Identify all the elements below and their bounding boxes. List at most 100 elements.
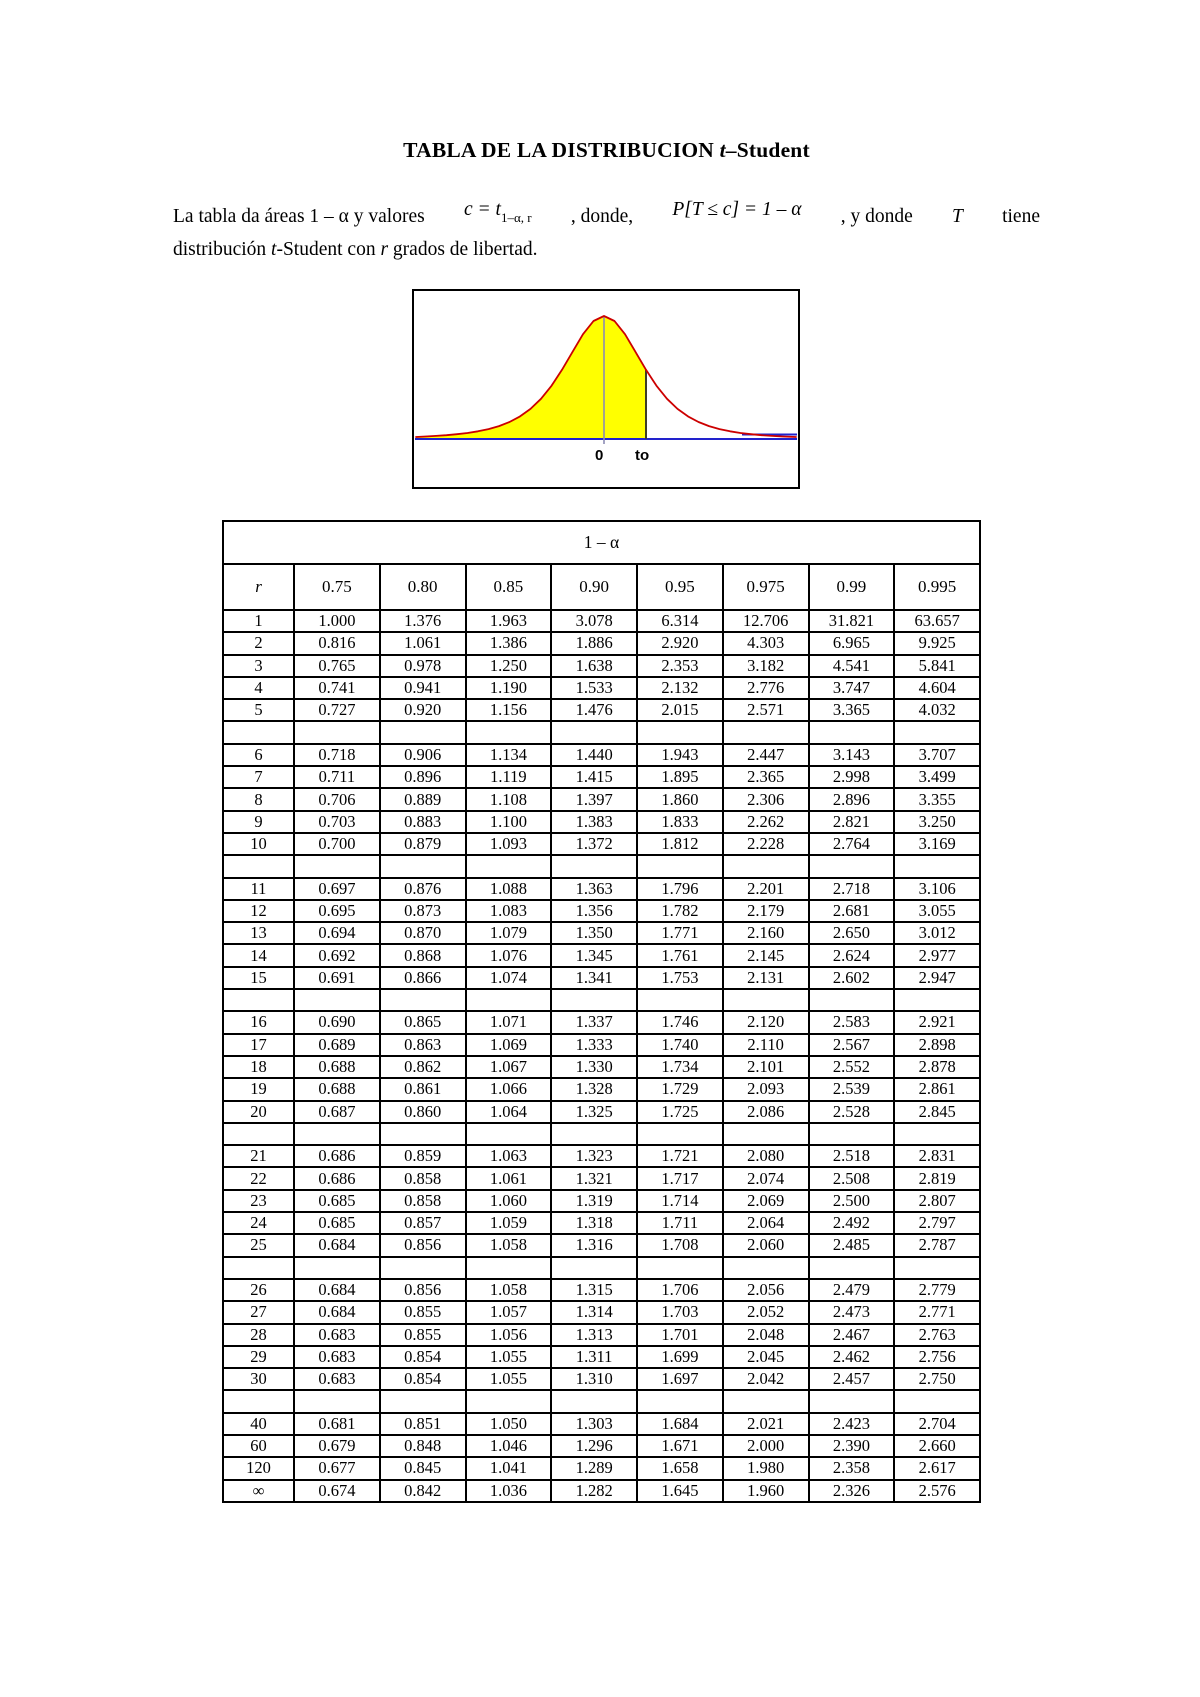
value-cell: 1.061 (378, 631, 467, 656)
value-cell: 1.714 (636, 1188, 724, 1214)
df-cell: 9 (222, 809, 295, 834)
value-cell: 1.645 (636, 1478, 724, 1503)
value-cell: 2.718 (807, 876, 896, 901)
df-cell: 22 (222, 1166, 295, 1191)
value-cell: 2.160 (721, 921, 810, 946)
distribution-figure: 0 to (412, 289, 800, 489)
value-cell: 1.328 (550, 1077, 638, 1102)
value-cell: 0.679 (293, 1433, 381, 1459)
value-cell: 31.821 (807, 608, 896, 634)
value-cell: 2.132 (636, 675, 724, 701)
value-cell: 0.683 (293, 1322, 381, 1347)
one-minus-alpha-header: 1 – α (221, 520, 982, 565)
value-cell: 2.201 (721, 876, 810, 901)
column-header-row: r 0.75 0.80 0.85 0.90 0.95 0.975 0.99 0.… (222, 563, 982, 611)
value-cell: 1.250 (464, 653, 553, 678)
value-cell: 1.055 (464, 1367, 553, 1392)
value-cell: 0.863 (378, 1032, 467, 1057)
value-cell: 1.376 (378, 608, 467, 634)
value-cell: 2.819 (893, 1166, 982, 1191)
table-row: 20 0.687 0.860 1.064 1.325 1.725 2.086 2.528 2.8… (222, 1099, 982, 1124)
df-cell: 1 (222, 608, 295, 634)
value-cell: 1.711 (636, 1211, 724, 1236)
value-cell: 3.143 (807, 742, 896, 768)
value-cell: 2.262 (721, 809, 810, 834)
value-cell: 2.771 (893, 1300, 982, 1325)
df-cell: 14 (222, 943, 295, 968)
intro-t-italic: t (271, 238, 277, 260)
value-cell: 1.761 (636, 943, 724, 968)
intro-seg-7: grados de libertad. (388, 238, 538, 260)
value-cell: 0.889 (378, 787, 467, 812)
df-cell: 25 (222, 1233, 295, 1258)
value-cell: 0.718 (293, 742, 381, 768)
df-cell: 23 (222, 1188, 295, 1214)
value-cell: 3.499 (893, 765, 982, 790)
spacer-cell (721, 720, 810, 745)
value-cell: 2.042 (721, 1367, 810, 1392)
value-cell: 2.120 (721, 1010, 810, 1035)
value-cell: 0.848 (378, 1433, 467, 1459)
df-cell: 10 (222, 831, 295, 857)
value-cell: 4.604 (893, 675, 982, 701)
table-row: 12 0.695 0.873 1.083 1.356 1.782 2.179 2.681 3.0… (222, 898, 982, 924)
value-cell: 3.012 (893, 921, 982, 946)
value-cell: 0.741 (293, 675, 381, 701)
value-cell: 2.492 (807, 1211, 896, 1236)
value-cell: 1.740 (636, 1032, 724, 1057)
df-cell: 26 (222, 1277, 295, 1303)
value-cell: 1.960 (721, 1478, 810, 1503)
value-cell: 1.886 (550, 631, 638, 656)
value-cell: 1.323 (550, 1144, 638, 1169)
spacer-cell (550, 988, 638, 1013)
value-cell: 1.100 (464, 809, 553, 834)
value-cell: 1.533 (550, 675, 638, 701)
df-cell: 5 (222, 698, 295, 723)
table-row: 6 0.718 0.906 1.134 1.440 1.943 2.447 3.143 3.70… (222, 742, 982, 768)
formula-subscript: 1–α, r (500, 209, 532, 225)
value-cell: 2.048 (721, 1322, 810, 1347)
value-cell: 1.282 (550, 1478, 638, 1503)
title-text: TABLA DE LA DISTRIBUCION (403, 138, 720, 162)
alpha-col-header: 0.75 (293, 563, 381, 611)
value-cell: 1.041 (464, 1456, 553, 1481)
page-title: TABLA DE LA DISTRIBUCION t–Student (173, 138, 1040, 163)
value-cell: 1.093 (464, 831, 553, 857)
table-row: 28 0.683 0.855 1.056 1.313 1.701 2.048 2.467 2.7… (222, 1322, 982, 1347)
value-cell: 1.701 (636, 1322, 724, 1347)
spacer-row (222, 1389, 982, 1414)
value-cell: 0.857 (378, 1211, 467, 1236)
value-cell: 0.859 (378, 1144, 467, 1169)
value-cell: 0.685 (293, 1188, 381, 1214)
value-cell: 1.055 (464, 1344, 553, 1370)
table-row: 5 0.727 0.920 1.156 1.476 2.015 2.571 3.365 4.03… (222, 698, 982, 723)
value-cell: 1.190 (464, 675, 553, 701)
spacer-cell (222, 1389, 295, 1414)
value-cell: 1.729 (636, 1077, 724, 1102)
value-cell: 1.943 (636, 742, 724, 768)
alpha-col-header: 0.99 (807, 563, 896, 611)
value-cell: 2.500 (807, 1188, 896, 1214)
value-cell: 2.228 (721, 831, 810, 857)
value-cell: 2.101 (721, 1054, 810, 1080)
value-cell: 1.088 (464, 876, 553, 901)
spacer-cell (550, 1389, 638, 1414)
value-cell: 0.978 (378, 653, 467, 678)
spacer-row (222, 988, 982, 1013)
value-cell: 2.831 (893, 1144, 982, 1169)
value-cell: 1.782 (636, 898, 724, 924)
table-row: 25 0.684 0.856 1.058 1.316 1.708 2.060 2.485 2.7… (222, 1233, 982, 1258)
t-distribution-table: 1 – α r 0.75 0.80 0.85 0.90 0.95 0.975 0… (221, 520, 982, 1503)
spacer-cell (636, 1389, 724, 1414)
value-cell: 6.965 (807, 631, 896, 656)
alpha-col-header: 0.995 (893, 563, 982, 611)
value-cell: 2.797 (893, 1211, 982, 1236)
value-cell: 3.355 (893, 787, 982, 812)
value-cell: 1.771 (636, 921, 724, 946)
value-cell: 0.674 (293, 1478, 381, 1503)
intro-line-1: La tabla da áreas 1 – α y valores c = t1… (173, 199, 1040, 236)
df-cell: 29 (222, 1344, 295, 1370)
value-cell: 3.182 (721, 653, 810, 678)
table-row: ∞ 0.674 0.842 1.036 1.282 1.645 1.960 2.326 2.57… (222, 1478, 982, 1503)
spacer-row (222, 720, 982, 745)
